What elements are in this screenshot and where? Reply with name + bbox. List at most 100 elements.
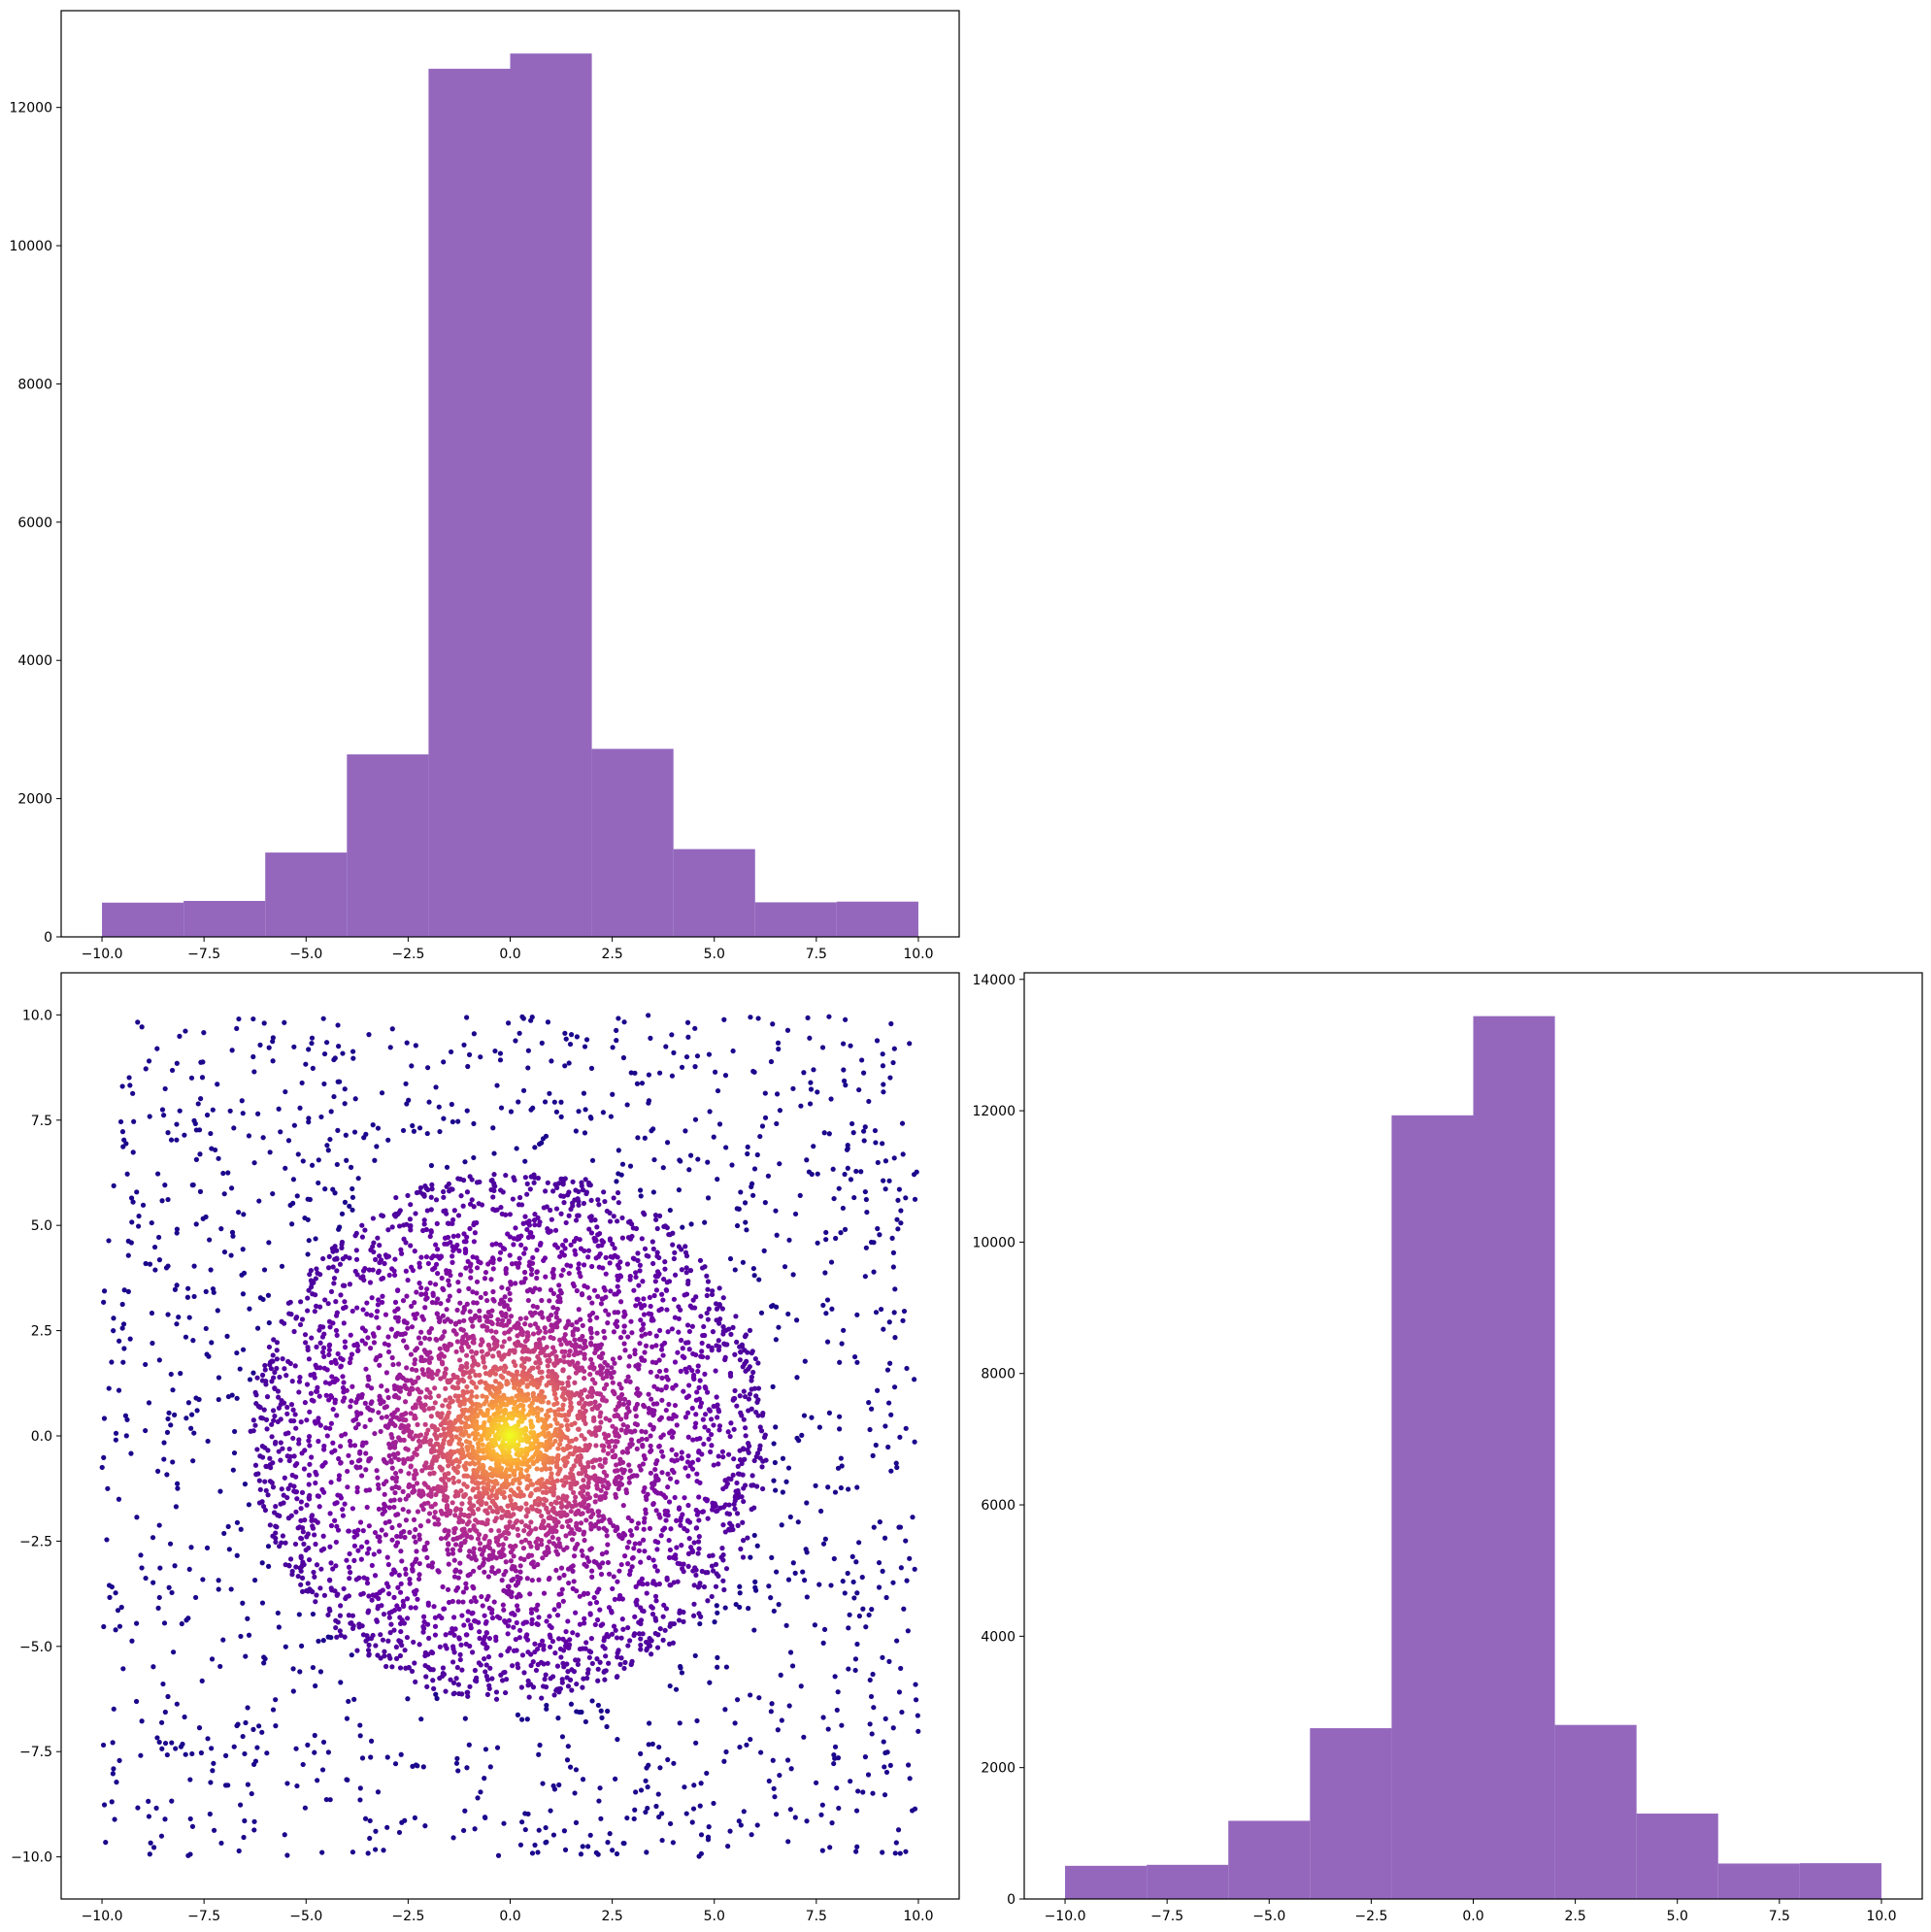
scatter-point [165, 1129, 171, 1136]
scatter-point [633, 1270, 639, 1276]
scatter-point [562, 1643, 569, 1649]
scatter-point [483, 1618, 489, 1625]
x-tick-label: 0.0 [499, 947, 520, 962]
scatter-point [444, 1503, 450, 1509]
scatter-point [616, 1532, 622, 1538]
scatter-point [508, 1282, 514, 1287]
scatter-point [605, 1439, 611, 1445]
scatter-point [204, 1112, 211, 1118]
scatter-point [653, 1287, 660, 1293]
scatter-point [317, 1272, 323, 1278]
scatter-point [411, 1516, 417, 1522]
scatter-point [259, 1454, 266, 1460]
scatter-point [880, 1849, 885, 1855]
x-tick-label: 7.5 [806, 947, 827, 962]
scatter-point [648, 1422, 653, 1428]
scatter-point [565, 1683, 572, 1689]
scatter-point [558, 1114, 564, 1119]
scatter-point [165, 1196, 171, 1203]
scatter-point [397, 1652, 404, 1659]
scatter-point [392, 1761, 399, 1767]
scatter-point [113, 1590, 118, 1596]
scatter-point [602, 1287, 608, 1293]
scatter-point [347, 1203, 352, 1210]
scatter-point [558, 1290, 564, 1296]
scatter-point [425, 1065, 431, 1071]
scatter-point [334, 1500, 340, 1506]
scatter-point [579, 1484, 584, 1490]
scatter-point [162, 1183, 168, 1188]
scatter-point [330, 1406, 336, 1413]
scatter-point [383, 1532, 388, 1538]
scatter-point [804, 1594, 810, 1600]
scatter-point [773, 1337, 779, 1343]
scatter-point [338, 1603, 344, 1609]
scatter-point [790, 1560, 796, 1566]
scatter-point [432, 1509, 438, 1516]
scatter-point [411, 1487, 417, 1493]
scatter-point [291, 1453, 297, 1459]
scatter-point [878, 1306, 884, 1313]
scatter-point [704, 1770, 710, 1777]
scatter-point [259, 1372, 266, 1378]
scatter-point [738, 1822, 744, 1828]
scatter-point [408, 1227, 414, 1233]
scatter-point [886, 1400, 892, 1406]
scatter-point [251, 1160, 257, 1166]
scatter-point [674, 1479, 680, 1485]
scatter-point [561, 1200, 567, 1206]
scatter-point [477, 1547, 483, 1552]
scatter-point [497, 1057, 504, 1063]
scatter-point [602, 1335, 608, 1341]
scatter-point [794, 1435, 800, 1441]
scatter-point [423, 1674, 429, 1680]
scatter-point [572, 1790, 578, 1796]
scatter-point [669, 1467, 676, 1473]
scatter-point [198, 1749, 205, 1756]
scatter-point [663, 1367, 669, 1374]
scatter-point [860, 1070, 867, 1076]
scatter-point [203, 1214, 209, 1220]
scatter-point [348, 1404, 353, 1410]
scatter-point [528, 1107, 534, 1113]
scatter-point [443, 1632, 449, 1638]
scatter-point [549, 1674, 556, 1680]
scatter-point [579, 1548, 584, 1554]
scatter-point [461, 1042, 467, 1048]
scatter-point [436, 1613, 443, 1619]
scatter-point [447, 1282, 452, 1288]
scatter-point [539, 1297, 545, 1304]
scatter-point [265, 1544, 272, 1549]
scatter-point [426, 1336, 433, 1342]
scatter-point [836, 1805, 842, 1812]
scatter-point [670, 1385, 676, 1391]
scatter-point [782, 1264, 788, 1270]
scatter-point [532, 1212, 538, 1217]
scatter-point [610, 1585, 616, 1592]
scatter-point [464, 1234, 470, 1240]
scatter-point [389, 1537, 395, 1543]
scatter-point [143, 1427, 149, 1434]
scatter-point [707, 1553, 713, 1559]
scatter-point [734, 1403, 740, 1409]
scatter-point [335, 1591, 341, 1597]
scatter-point [355, 1527, 361, 1533]
scatter-point [293, 1425, 299, 1431]
scatter-point [595, 1293, 601, 1299]
scatter-point [594, 1656, 600, 1662]
scatter-point [397, 1384, 404, 1391]
scatter-point [532, 1145, 538, 1150]
scatter-point [392, 1489, 398, 1496]
scatter-point [377, 1362, 383, 1368]
scatter-point [848, 1177, 854, 1183]
scatter-point [548, 1644, 553, 1649]
scatter-point [544, 1702, 549, 1709]
scatter-point [787, 1649, 794, 1655]
scatter-point [768, 1595, 774, 1601]
scatter-point [696, 1449, 702, 1455]
scatter-point [460, 1203, 466, 1209]
scatter-point [706, 1306, 712, 1312]
scatter-point [522, 1537, 528, 1543]
scatter-point [392, 1422, 398, 1429]
scatter-point [555, 1715, 561, 1721]
